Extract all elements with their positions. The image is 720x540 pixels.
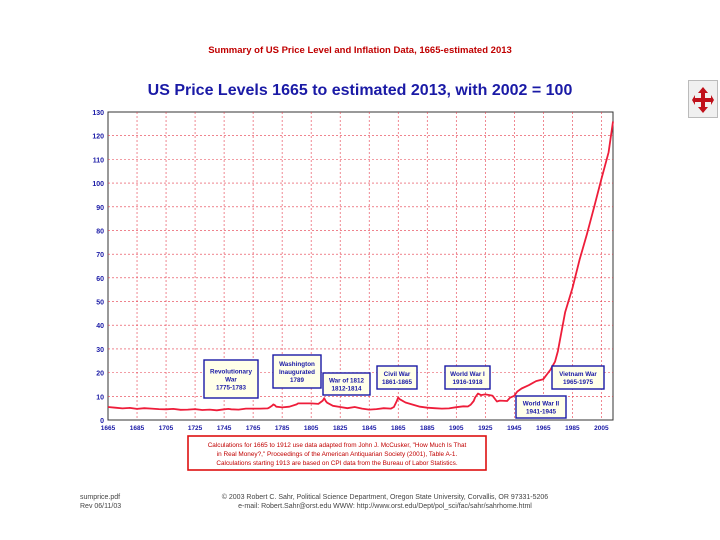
annotation-box <box>322 372 371 396</box>
source-note-line: Calculations starting 1913 are based on … <box>216 460 457 467</box>
annotation-label: World War II <box>523 400 560 407</box>
slide-header: Summary of US Price Level and Inflation … <box>208 45 512 56</box>
x-tick-label: 1665 <box>101 425 116 432</box>
x-tick-label: 1785 <box>275 425 290 432</box>
x-tick-label: 1705 <box>159 425 174 432</box>
annotation-label: War <box>225 377 237 384</box>
annotation-label: 1789 <box>290 377 305 384</box>
x-tick-label: 1925 <box>478 425 493 432</box>
annotation-label: 1775-1783 <box>216 385 247 392</box>
x-tick-label: 1905 <box>449 425 464 432</box>
y-tick-label: 50 <box>96 300 104 307</box>
footer-contact-line: e-mail: Robert.Sahr@orst.edu WWW: http:/… <box>238 503 532 510</box>
annotation-box <box>203 359 259 399</box>
source-note-box <box>187 435 487 471</box>
annotation-label: World War I <box>450 371 485 378</box>
four-way-arrow-icon <box>692 87 714 113</box>
x-tick-label: 1945 <box>507 425 522 432</box>
plot-area <box>107 111 614 421</box>
y-tick-label: 90 <box>96 205 104 212</box>
x-tick-label: 2005 <box>594 425 609 432</box>
x-tick-label: 1965 <box>536 425 551 432</box>
y-tick-label: 110 <box>93 157 104 164</box>
footer-copyright: © 2003 Robert C. Sahr, Political Science… <box>150 493 620 511</box>
chart-title: US Price Levels 1665 to estimated 2013, … <box>147 82 573 99</box>
x-tick-label: 1765 <box>246 425 261 432</box>
annotation-label: Vietnam War <box>559 371 597 378</box>
annotation-box <box>272 354 322 389</box>
annotation-label: 1965-1975 <box>563 379 594 386</box>
annotation-box <box>551 365 605 390</box>
annotation-label: War of 1812 <box>329 377 365 384</box>
annotation-label: Washington <box>279 361 315 368</box>
annotation-label: Civil War <box>384 371 411 378</box>
y-tick-label: 120 <box>92 134 104 141</box>
y-tick-label: 60 <box>96 276 104 283</box>
x-tick-label: 1865 <box>391 425 406 432</box>
x-tick-label: 1885 <box>420 425 435 432</box>
y-tick-label: 40 <box>96 323 104 330</box>
annotation-label: Inaugurated <box>279 369 315 376</box>
footer-file-info: sumprice.pdf Rev 06/11/03 <box>80 493 121 511</box>
y-tick-label: 10 <box>96 394 104 401</box>
footer-copyright-line: © 2003 Robert C. Sahr, Political Science… <box>221 494 549 501</box>
x-tick-label: 1745 <box>217 425 232 432</box>
x-tick-label: 1685 <box>130 425 145 432</box>
y-tick-label: 80 <box>96 228 104 235</box>
navigation-button[interactable] <box>688 80 718 118</box>
source-note-line: in Real Money?," Proceedings of the Amer… <box>217 451 458 458</box>
y-tick-label: 0 <box>100 418 104 425</box>
annotation-label: 1916-1918 <box>452 379 483 386</box>
series-line-price-level <box>107 121 614 412</box>
annotation-box <box>444 365 491 390</box>
annotation-box <box>515 395 567 419</box>
annotation-label: 1812-1814 <box>331 386 362 393</box>
x-tick-label: 1845 <box>362 425 377 432</box>
source-note-line: Calculations for 1665 to 1912 use data a… <box>208 442 467 449</box>
x-tick-label: 1725 <box>188 425 203 432</box>
footer-filename: sumprice.pdf <box>80 494 121 501</box>
y-tick-label: 30 <box>96 347 104 354</box>
annotation-box <box>376 365 418 390</box>
x-tick-label: 1985 <box>565 425 580 432</box>
x-tick-label: 1825 <box>333 425 348 432</box>
footer-revision: Rev 06/11/03 <box>80 503 122 510</box>
y-tick-label: 100 <box>92 181 104 188</box>
y-tick-label: 130 <box>92 110 104 117</box>
annotation-label: 1861-1865 <box>382 379 413 386</box>
y-tick-label: 70 <box>96 252 104 259</box>
annotation-label: Revolutionary <box>210 368 252 375</box>
x-tick-label: 1805 <box>304 425 319 432</box>
y-tick-label: 20 <box>96 371 104 378</box>
annotation-label: 1941-1945 <box>526 409 557 416</box>
